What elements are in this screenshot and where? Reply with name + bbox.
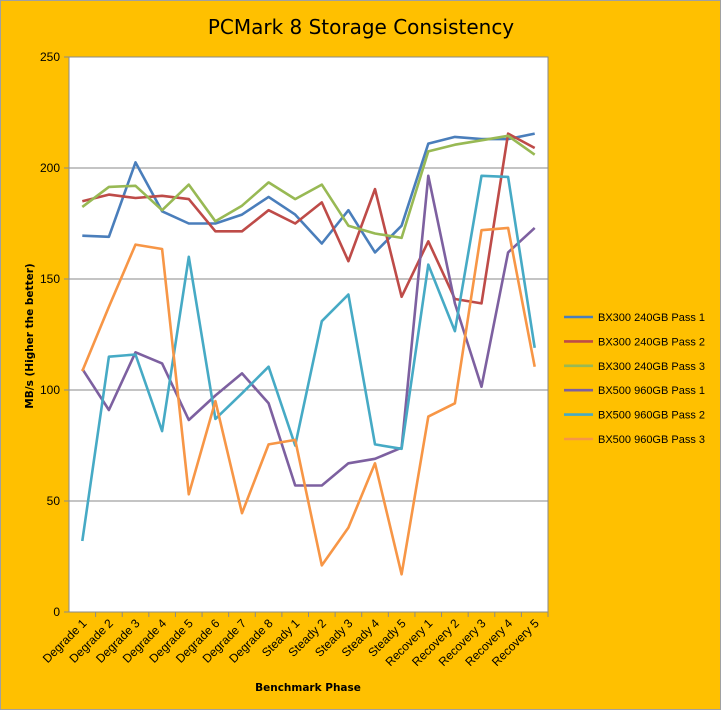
y-axis-label: MB/s (Higher the better): [24, 263, 36, 408]
y-tick-label: 200: [40, 161, 60, 175]
plot-area: [68, 56, 549, 613]
chart-title: PCMark 8 Storage Consistency: [208, 15, 514, 39]
series-line-5: [81, 174, 536, 542]
legend-label: BX300 240GB Pass 3: [598, 361, 705, 373]
y-tick-label: 250: [40, 50, 60, 64]
legend: BX300 240GB Pass 1 BX300 240GB Pass 2 BX30…: [564, 312, 705, 446]
y-tick-label: 0: [53, 605, 60, 619]
y-tick-label: 100: [40, 383, 60, 397]
legend-label: BX500 960GB Pass 3: [598, 434, 705, 446]
legend-label: BX300 240GB Pass 1: [598, 312, 705, 324]
legend-label: BX300 240GB Pass 2: [598, 336, 705, 348]
series-line-3: [81, 134, 536, 240]
legend-label: BX500 960GB Pass 1: [598, 385, 705, 397]
series-line-6: [81, 226, 536, 576]
x-axis-label: Benchmark Phase: [255, 682, 361, 694]
series-line-1: [82, 132, 535, 254]
y-tick-label: 50: [47, 494, 61, 508]
y-tick-label: 150: [40, 272, 60, 286]
series-lines: [81, 132, 536, 576]
y-axis-ticks: 0 50 100 150 200 250: [40, 50, 69, 619]
series-line-4: [81, 174, 536, 487]
legend-label: BX500 960GB Pass 2: [598, 410, 705, 422]
